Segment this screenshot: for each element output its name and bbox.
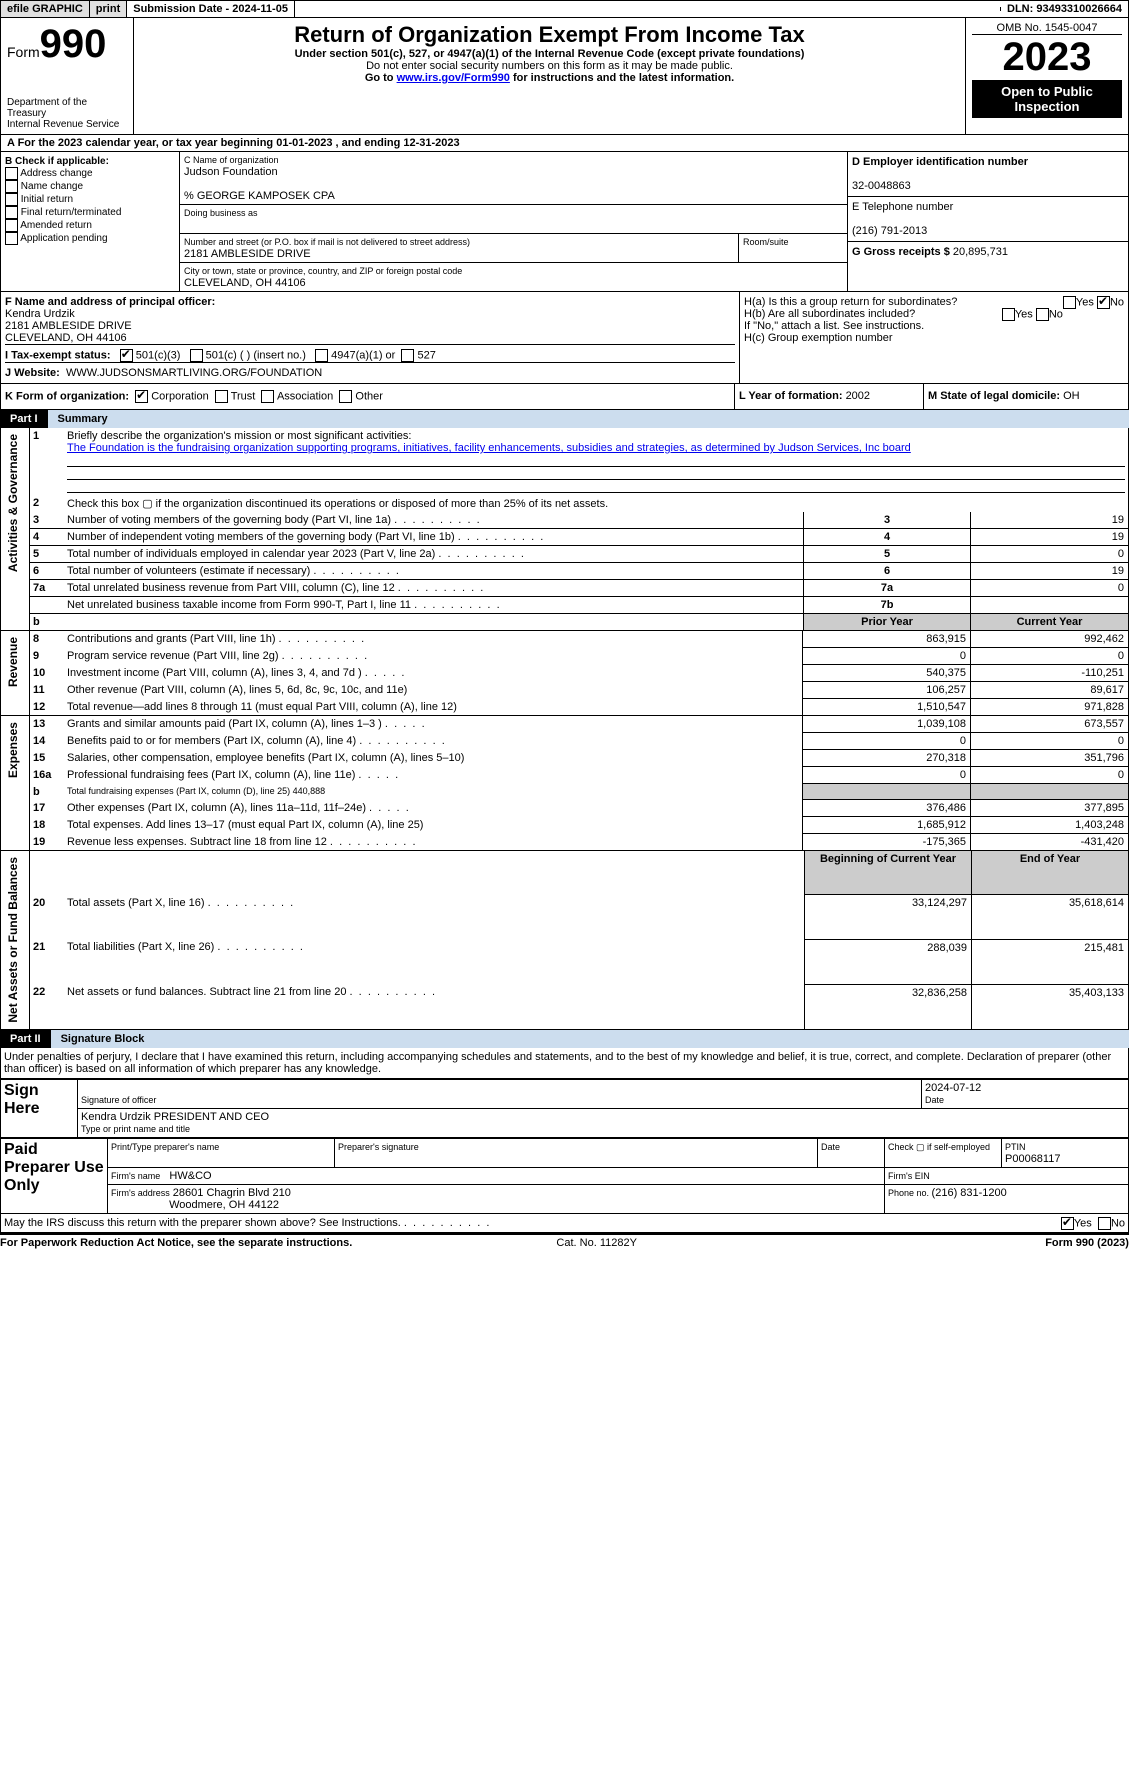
opt-app-pending[interactable]: Application pending <box>20 233 107 244</box>
subtitle-2: Do not enter social security numbers on … <box>140 60 959 72</box>
side-netassets: Net Assets or Fund Balances <box>4 853 22 1027</box>
identity-block: B Check if applicable: Address change Na… <box>0 152 1129 292</box>
row-a-tax-year: A For the 2023 calendar year, or tax yea… <box>0 135 1129 152</box>
city-state-zip: CLEVELAND, OH 44106 <box>184 277 306 289</box>
opt-name-change[interactable]: Name change <box>21 181 83 192</box>
box-b: B Check if applicable: Address change Na… <box>1 152 180 291</box>
expenses-table: Expenses 13Grants and similar amounts pa… <box>0 716 1129 851</box>
firm-name: HW&CO <box>169 1170 211 1182</box>
opt-initial-return[interactable]: Initial return <box>21 194 73 205</box>
irs-link[interactable]: www.irs.gov/Form990 <box>397 72 510 84</box>
sign-here-block: Sign Here Signature of officer 2024-07-1… <box>0 1079 1129 1138</box>
subtitle-1: Under section 501(c), 527, or 4947(a)(1)… <box>140 48 959 60</box>
officer-group-block: F Name and address of principal officer:… <box>0 292 1129 384</box>
subtitle-3: Go to www.irs.gov/Form990 for instructio… <box>140 72 959 84</box>
officer-name: Kendra Urdzik PRESIDENT AND CEO <box>81 1111 269 1123</box>
gross-receipts: 20,895,731 <box>953 246 1008 258</box>
revenue-table: Revenue 8Contributions and grants (Part … <box>0 631 1129 716</box>
care-of: % GEORGE KAMPOSEK CPA <box>184 190 335 202</box>
opt-address-change[interactable]: Address change <box>20 168 92 179</box>
spacer <box>295 7 1001 11</box>
submission-date: Submission Date - 2024-11-05 <box>127 1 295 17</box>
row-klm: K Form of organization: Corporation Trus… <box>0 384 1129 410</box>
print-button[interactable]: print <box>90 1 127 17</box>
box-c: C Name of organization Judson Foundation… <box>180 152 847 291</box>
irs-label: Internal Revenue Service <box>7 119 127 130</box>
opt-amended[interactable]: Amended return <box>20 220 92 231</box>
side-revenue: Revenue <box>4 633 22 691</box>
form-number: Form990 <box>7 22 127 67</box>
open-to-public: Open to Public Inspection <box>972 80 1122 118</box>
row-i: I Tax-exempt status: 501(c)(3) 501(c) ( … <box>5 344 735 362</box>
part2-header: Part II Signature Block <box>0 1030 1129 1048</box>
mission-text[interactable]: The Foundation is the fundraising organi… <box>67 442 911 454</box>
row-j: J Website: WWW.JUDSONSMARTLIVING.ORG/FOU… <box>5 362 735 379</box>
summary-table: Activities & Governance 1 Briefly descri… <box>0 428 1129 631</box>
box-f: F Name and address of principal officer:… <box>5 296 735 344</box>
telephone: (216) 791-2013 <box>852 225 927 237</box>
form-title: Return of Organization Exempt From Incom… <box>140 22 959 48</box>
side-expenses: Expenses <box>4 718 22 782</box>
part1-header: Part I Summary <box>0 410 1129 428</box>
side-activities: Activities & Governance <box>4 430 22 576</box>
discuss-row: May the IRS discuss this return with the… <box>0 1214 1129 1233</box>
perjury-text: Under penalties of perjury, I declare th… <box>0 1048 1129 1079</box>
netassets-table: Net Assets or Fund Balances Beginning of… <box>0 851 1129 1030</box>
box-h: H(a) Is this a group return for subordin… <box>740 292 1128 383</box>
tax-year: 2023 <box>972 35 1122 80</box>
org-name: Judson Foundation <box>184 166 278 178</box>
page-footer: For Paperwork Reduction Act Notice, see … <box>0 1233 1129 1249</box>
dln: DLN: 93493310026664 <box>1001 1 1128 17</box>
header-bar: efile GRAPHIC print Submission Date - 20… <box>0 0 1129 18</box>
omb-number: OMB No. 1545-0047 <box>972 22 1122 35</box>
paid-preparer-block: Paid Preparer Use Only Print/Type prepar… <box>0 1138 1129 1214</box>
ein: 32-0048863 <box>852 180 911 192</box>
efile-button[interactable]: efile GRAPHIC <box>1 1 90 17</box>
dept-treasury: Department of the Treasury <box>7 97 127 119</box>
street-address: 2181 AMBLESIDE DRIVE <box>184 248 311 260</box>
masthead: Form990 Department of the Treasury Inter… <box>0 18 1129 135</box>
opt-final-return[interactable]: Final return/terminated <box>21 207 122 218</box>
